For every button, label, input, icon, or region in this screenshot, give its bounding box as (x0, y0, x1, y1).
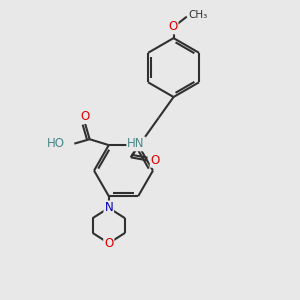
Text: O: O (104, 237, 113, 250)
Text: HN: HN (127, 137, 145, 150)
Text: O: O (81, 110, 90, 123)
Text: N: N (104, 201, 113, 214)
Text: O: O (151, 154, 160, 167)
Text: CH₃: CH₃ (188, 10, 208, 20)
Text: O: O (168, 20, 178, 33)
Text: HO: HO (47, 137, 65, 150)
